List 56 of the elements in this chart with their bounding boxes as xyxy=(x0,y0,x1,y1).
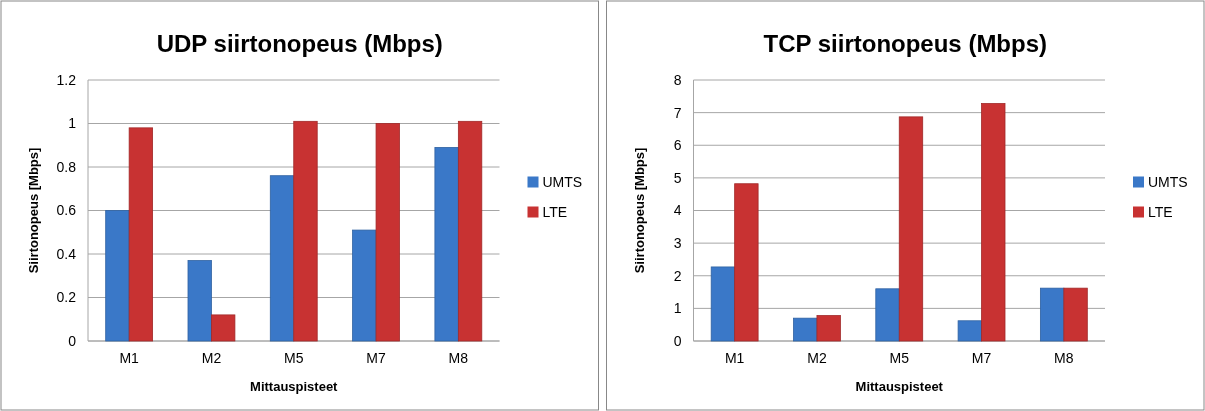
bar xyxy=(293,120,318,342)
bar xyxy=(434,147,459,342)
x-tick-label: M2 xyxy=(201,350,222,366)
y-axis-title: Siirtonopeus [Mbps] xyxy=(26,147,41,274)
y-tick-label: 2 xyxy=(673,267,682,284)
legend-label: LTE xyxy=(1148,204,1173,221)
bar xyxy=(211,314,236,342)
bar xyxy=(898,116,924,342)
bar xyxy=(981,103,1006,342)
chart-title: UDP siirtonopeus (Mbps) xyxy=(156,30,443,57)
y-tick-label: 8 xyxy=(673,71,682,88)
x-tick-label: M1 xyxy=(119,350,140,366)
bar xyxy=(375,123,400,342)
y-tick-label: 0.6 xyxy=(56,202,77,219)
x-tick-label: M7 xyxy=(971,350,992,366)
bar xyxy=(1063,287,1088,342)
y-tick-label: 4 xyxy=(673,202,682,219)
x-axis-title: Mittauspisteet xyxy=(250,379,339,394)
bar xyxy=(957,320,982,342)
legend-label: LTE xyxy=(542,204,568,221)
bar xyxy=(187,260,212,342)
bar xyxy=(269,175,295,342)
x-tick-label: M8 xyxy=(448,350,469,366)
y-tick-label: 1 xyxy=(68,115,77,132)
y-tick-label: 1 xyxy=(673,300,682,317)
y-tick-label: 5 xyxy=(673,169,682,186)
bar xyxy=(105,210,130,342)
bar xyxy=(1040,287,1065,342)
x-tick-label: M5 xyxy=(284,350,304,366)
y-axis-title: Siirtonopeus [Mbps] xyxy=(631,147,647,274)
bar xyxy=(128,127,154,342)
bar xyxy=(816,315,841,342)
y-tick-label: 1.2 xyxy=(56,71,77,88)
bar xyxy=(793,317,818,342)
y-tick-label: 0.2 xyxy=(56,289,77,306)
bar xyxy=(734,183,759,342)
x-tick-label: M7 xyxy=(366,350,386,366)
y-tick-label: 0 xyxy=(68,332,77,349)
x-axis-title: Mittauspisteet xyxy=(855,379,944,394)
x-tick-label: M8 xyxy=(1054,350,1074,366)
bar xyxy=(352,229,377,342)
y-tick-label: 3 xyxy=(673,235,682,252)
y-tick-label: 7 xyxy=(673,104,682,121)
x-tick-label: M1 xyxy=(724,350,745,366)
bar xyxy=(457,120,483,342)
y-tick-label: 0.4 xyxy=(56,245,77,262)
y-tick-label: 6 xyxy=(673,137,682,154)
y-tick-label: 0 xyxy=(673,332,682,349)
legend-label: UMTS xyxy=(542,174,583,191)
y-tick-label: 0.8 xyxy=(56,158,77,175)
x-tick-label: M5 xyxy=(889,350,910,366)
legend-label: UMTS xyxy=(1148,174,1188,191)
x-tick-label: M2 xyxy=(807,350,827,366)
bar xyxy=(875,288,900,342)
chart-title: TCP siirtonopeus (Mbps) xyxy=(763,30,1048,57)
bar xyxy=(710,266,736,342)
